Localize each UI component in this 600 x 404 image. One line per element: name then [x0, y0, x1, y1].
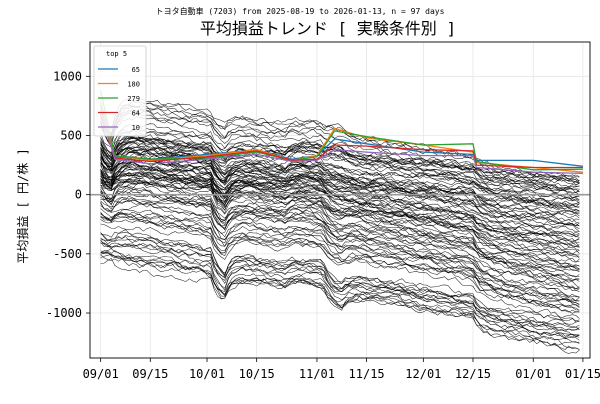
- background-series-line: [100, 130, 580, 190]
- legend-label-279: 279: [127, 95, 140, 103]
- background-series-line: [100, 211, 580, 311]
- background-series-line: [100, 163, 580, 314]
- background-series-line: [100, 231, 580, 338]
- series-line-279: [99, 90, 583, 171]
- background-series-line: [100, 203, 580, 263]
- background-series-line: [100, 126, 580, 227]
- background-series-line: [100, 174, 580, 201]
- background-series-line: [100, 168, 580, 266]
- background-series-line: [100, 188, 580, 271]
- background-series-line: [100, 240, 580, 337]
- background-series-line: [100, 133, 580, 243]
- background-series-line: [100, 232, 580, 330]
- legend-label-10: 10: [132, 124, 140, 132]
- background-series-line: [100, 170, 580, 212]
- background-series-line: [100, 137, 580, 281]
- x-tick-label: 12/15: [455, 367, 491, 381]
- background-series-line: [100, 252, 580, 345]
- background-series-line: [100, 236, 580, 341]
- background-series-line: [100, 198, 580, 247]
- plot-frame: [89, 41, 591, 359]
- background-series-line: [100, 182, 580, 282]
- background-series-line: [100, 229, 580, 336]
- background-series-line: [100, 146, 580, 188]
- background-series-line: [100, 216, 580, 283]
- background-series-line: [100, 136, 580, 196]
- background-series-line: [100, 185, 580, 306]
- legend: top 5 65 180 279 64 10: [93, 45, 147, 137]
- background-series-line: [100, 187, 580, 290]
- y-axis-label: 平均損益 [ 円/株 ]: [15, 148, 30, 263]
- background-series-line: [100, 240, 580, 328]
- x-tick-label: 10/15: [239, 367, 275, 381]
- legend-label-65: 65: [132, 66, 140, 74]
- background-series-line: [100, 213, 580, 319]
- series-group: [99, 90, 583, 354]
- background-series-line: [100, 151, 580, 227]
- background-series-line: [100, 157, 580, 305]
- x-tick-label: 09/15: [132, 367, 168, 381]
- background-series-line: [100, 199, 580, 311]
- background-series-line: [100, 136, 580, 199]
- y-tick-label: -500: [53, 247, 82, 261]
- plot-area: -1000 -500 0 500 1000 09/01 09/15 10/01 10/15 11/…: [46, 41, 600, 381]
- background-series-line: [100, 149, 580, 290]
- background-series-line: [100, 123, 580, 207]
- x-tick-label: 01/15: [565, 367, 600, 381]
- background-series-line: [100, 154, 580, 268]
- background-series-line: [100, 219, 580, 302]
- x-tick-label: 12/01: [405, 367, 441, 381]
- background-series-line: [100, 251, 580, 350]
- background-series-line: [100, 258, 580, 325]
- background-series-line: [100, 180, 580, 313]
- background-series-line: [100, 250, 580, 354]
- background-series-line: [100, 163, 580, 293]
- chart-suptitle: トヨタ自動車 (7203) from 2025-08-19 to 2026-01…: [156, 6, 445, 16]
- y-tick-label: 0: [75, 188, 82, 202]
- y-tick-label: 500: [60, 128, 82, 142]
- background-series-line: [100, 172, 580, 277]
- legend-box: [93, 45, 147, 137]
- x-tick-label: 10/01: [189, 367, 225, 381]
- series-line-10: [99, 109, 583, 175]
- series-line-64: [99, 113, 583, 169]
- background-series-line: [100, 171, 580, 258]
- background-series-line: [100, 102, 580, 183]
- legend-label-180: 180: [127, 81, 140, 89]
- background-series-line: [100, 208, 580, 291]
- background-series-line: [100, 242, 580, 332]
- background-series-line: [100, 177, 580, 236]
- y-tick-label: -1000: [46, 306, 82, 320]
- background-series-line: [100, 171, 580, 223]
- background-series-line: [100, 109, 580, 193]
- x-tick-label: 01/01: [515, 367, 551, 381]
- background-series-line: [100, 176, 580, 204]
- legend-title: top 5: [106, 50, 127, 58]
- background-series-line: [100, 141, 580, 269]
- y-tick-label: 1000: [53, 69, 82, 83]
- x-tick-label: 09/01: [83, 367, 119, 381]
- background-series-line: [100, 137, 580, 255]
- chart-title: 平均損益トレンド [ 実験条件別 ]: [200, 19, 456, 38]
- background-series-line: [100, 196, 580, 272]
- background-series-line: [100, 192, 580, 238]
- background-series-line: [100, 164, 580, 278]
- x-tick-label: 11/15: [349, 367, 385, 381]
- background-series-line: [100, 105, 580, 184]
- background-series-line: [100, 241, 580, 350]
- x-tick-label: 11/01: [299, 367, 335, 381]
- legend-label-64: 64: [132, 110, 140, 118]
- background-series-line: [100, 147, 580, 217]
- background-series-line: [100, 173, 580, 256]
